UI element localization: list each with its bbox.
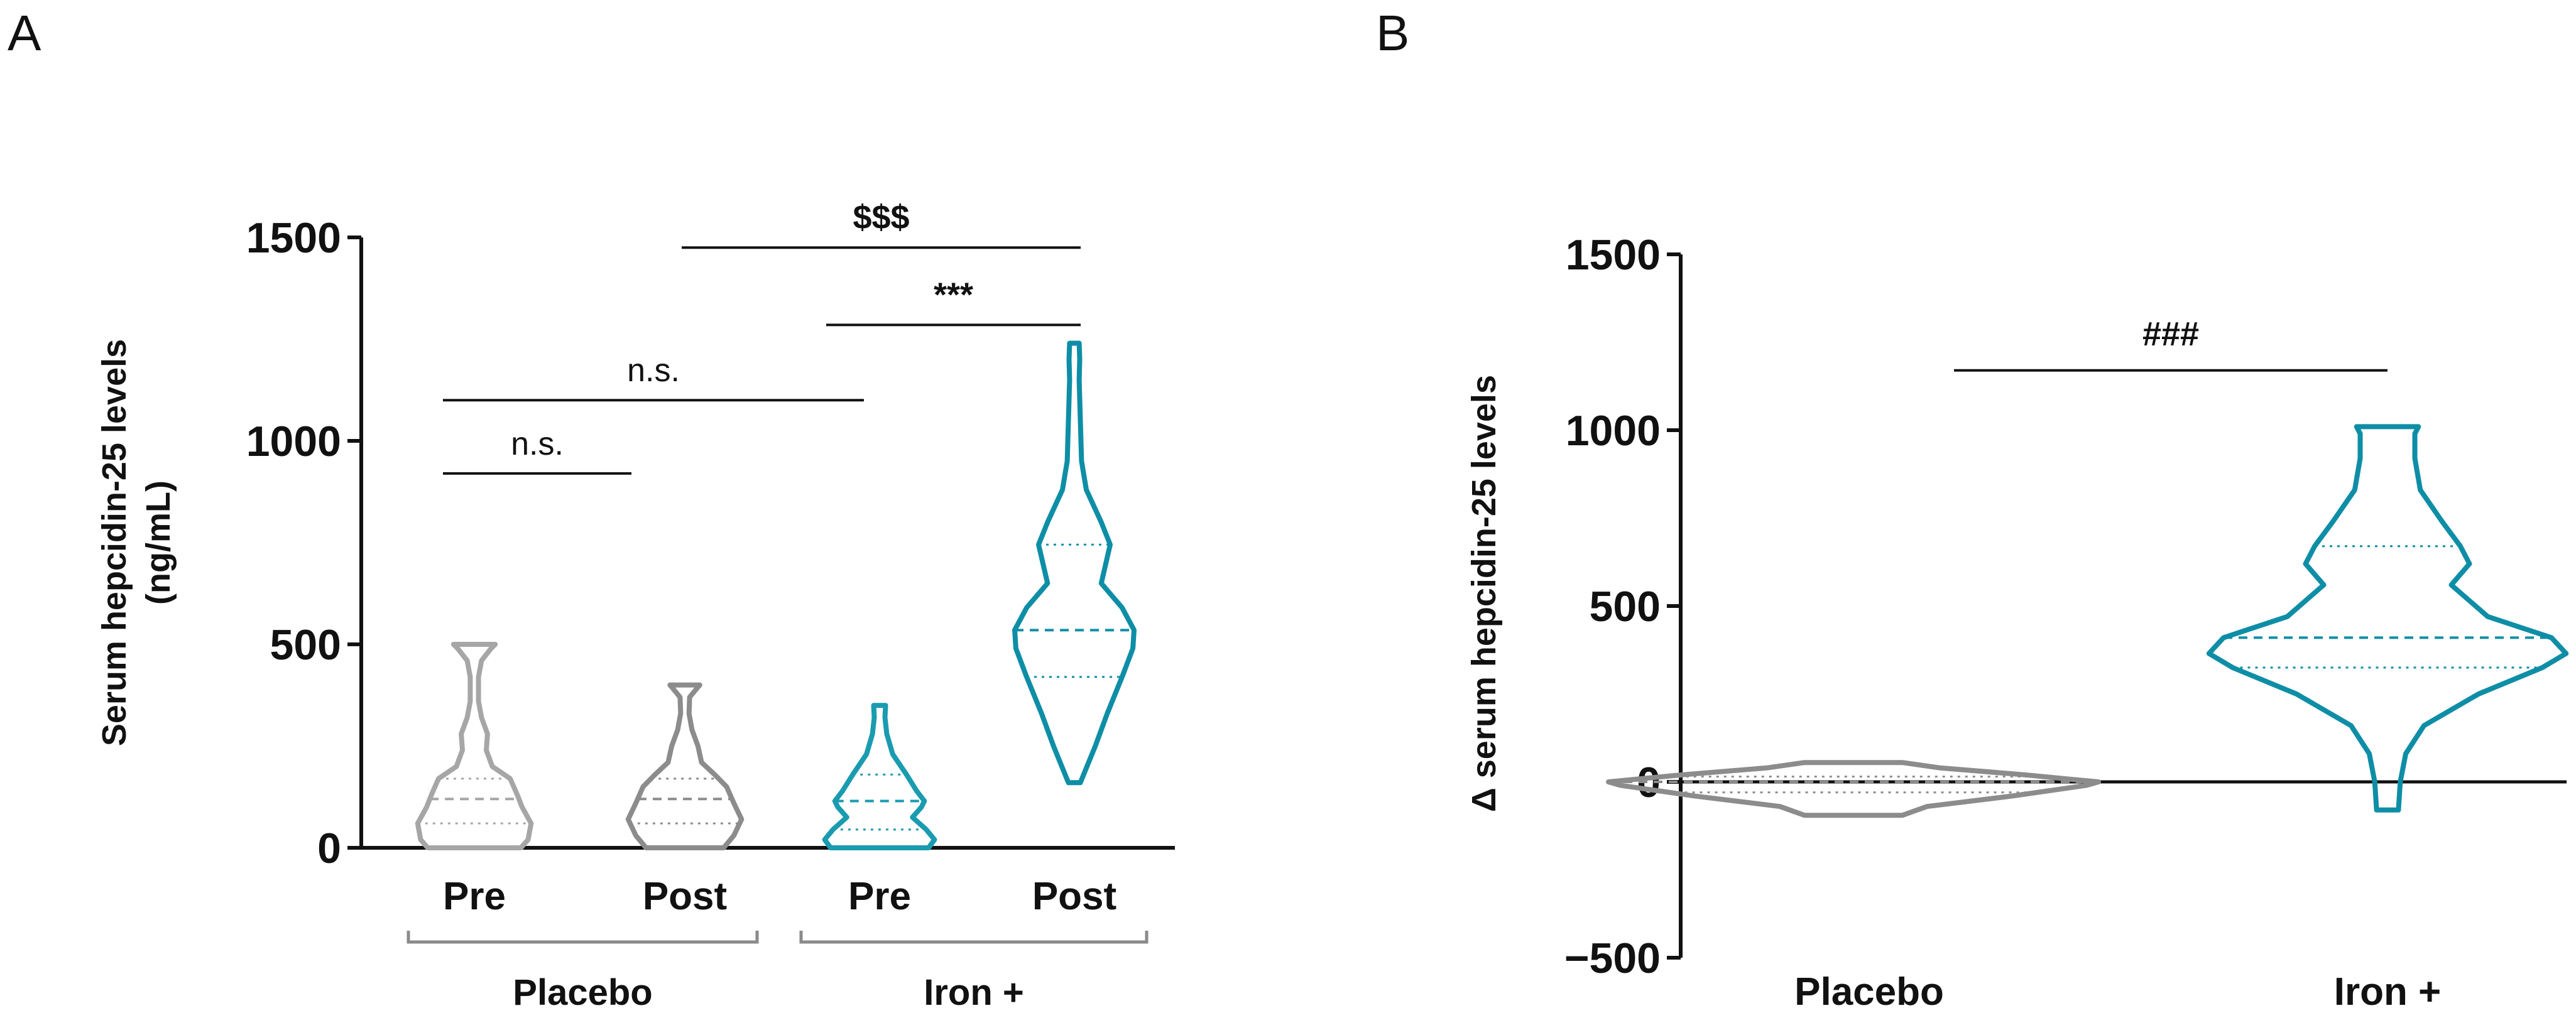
category-label-2: Iron + <box>2334 970 2442 1014</box>
significance-label-4: $$$ <box>853 198 909 236</box>
y-tick-label-3: 1000 <box>1566 407 1661 455</box>
violin-4 <box>1012 340 1137 786</box>
significance-label-1: ### <box>2142 315 2199 353</box>
violin-2 <box>625 682 745 850</box>
y-tick-label-0: 0 <box>317 825 341 872</box>
violin-3 <box>822 703 937 850</box>
group-bracket-1 <box>407 931 759 944</box>
y-axis-unit: (ng/mL) <box>139 480 177 605</box>
category-label-2: Post <box>643 875 727 918</box>
group-label-1: Placebo <box>513 972 652 1013</box>
y-axis-title: Δ serum hepcidin-25 levels <box>1465 375 1503 812</box>
violin-2 <box>2206 424 2569 813</box>
significance-label-2: n.s. <box>627 352 680 389</box>
violin-1 <box>415 642 534 850</box>
significance-label-1: n.s. <box>511 426 564 462</box>
significance-label-3: *** <box>934 276 973 313</box>
panel-a-chart: 0 500 1000 1500 Serum hepcidin-25 levels (ng/… <box>96 198 1175 1013</box>
y-tick-label-3: 1500 <box>246 214 341 262</box>
y-tick-label-2: 1000 <box>246 418 341 465</box>
violin-1 <box>1606 760 2101 818</box>
y-tick-label-0: −500 <box>1564 934 1661 982</box>
category-label-3: Pre <box>848 875 911 918</box>
category-label-1: Pre <box>443 875 506 918</box>
group-bracket-2 <box>799 931 1149 944</box>
y-tick-label-1: 500 <box>270 621 341 669</box>
y-tick-label-2: 500 <box>1590 583 1661 631</box>
panel-a-letter: A <box>8 5 41 61</box>
group-label-2: Iron + <box>924 972 1024 1013</box>
category-label-1: Placebo <box>1794 970 1944 1014</box>
panel-b-letter: B <box>1376 5 1409 61</box>
y-tick-label-4: 1500 <box>1566 231 1661 279</box>
y-axis-title: Serum hepcidin-25 levels <box>96 339 133 746</box>
category-label-4: Post <box>1032 875 1116 918</box>
